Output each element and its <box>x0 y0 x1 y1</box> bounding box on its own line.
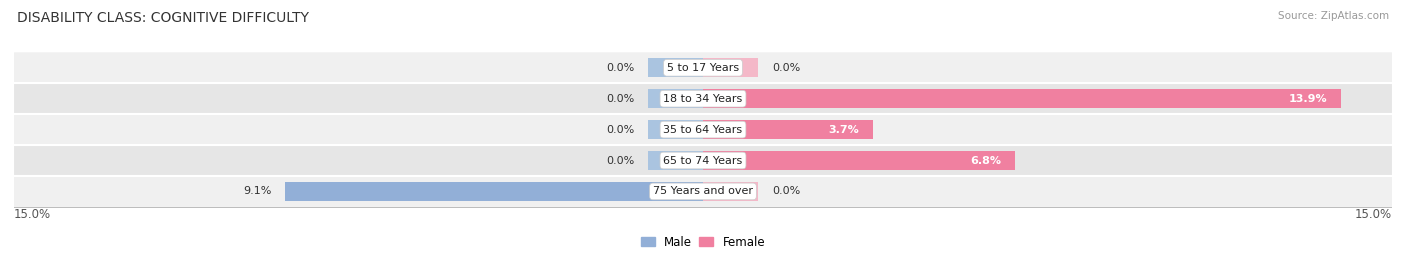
Text: 15.0%: 15.0% <box>1355 208 1392 221</box>
Text: 0.0%: 0.0% <box>606 94 634 104</box>
Text: 0.0%: 0.0% <box>606 124 634 135</box>
Legend: Male, Female: Male, Female <box>636 231 770 253</box>
Bar <box>648 120 703 139</box>
Bar <box>648 89 703 108</box>
Text: 18 to 34 Years: 18 to 34 Years <box>664 94 742 104</box>
Text: 0.0%: 0.0% <box>772 186 800 197</box>
Text: Source: ZipAtlas.com: Source: ZipAtlas.com <box>1278 11 1389 21</box>
Text: DISABILITY CLASS: COGNITIVE DIFFICULTY: DISABILITY CLASS: COGNITIVE DIFFICULTY <box>17 11 309 25</box>
Bar <box>703 89 1341 108</box>
Bar <box>703 151 1015 170</box>
Bar <box>703 120 873 139</box>
Text: 6.8%: 6.8% <box>970 156 1001 166</box>
Text: 75 Years and over: 75 Years and over <box>652 186 754 197</box>
Text: 15.0%: 15.0% <box>14 208 51 221</box>
FancyBboxPatch shape <box>14 52 1392 83</box>
Text: 9.1%: 9.1% <box>243 186 271 197</box>
Bar <box>703 58 758 77</box>
Text: 5 to 17 Years: 5 to 17 Years <box>666 63 740 73</box>
Text: 35 to 64 Years: 35 to 64 Years <box>664 124 742 135</box>
Text: 0.0%: 0.0% <box>606 63 634 73</box>
FancyBboxPatch shape <box>14 176 1392 207</box>
Text: 0.0%: 0.0% <box>772 63 800 73</box>
Text: 3.7%: 3.7% <box>828 124 859 135</box>
Bar <box>703 182 758 201</box>
Bar <box>648 58 703 77</box>
Text: 65 to 74 Years: 65 to 74 Years <box>664 156 742 166</box>
Bar <box>648 151 703 170</box>
FancyBboxPatch shape <box>14 114 1392 145</box>
FancyBboxPatch shape <box>14 145 1392 176</box>
Text: 0.0%: 0.0% <box>606 156 634 166</box>
Text: 13.9%: 13.9% <box>1289 94 1327 104</box>
Bar <box>285 182 703 201</box>
FancyBboxPatch shape <box>14 83 1392 114</box>
